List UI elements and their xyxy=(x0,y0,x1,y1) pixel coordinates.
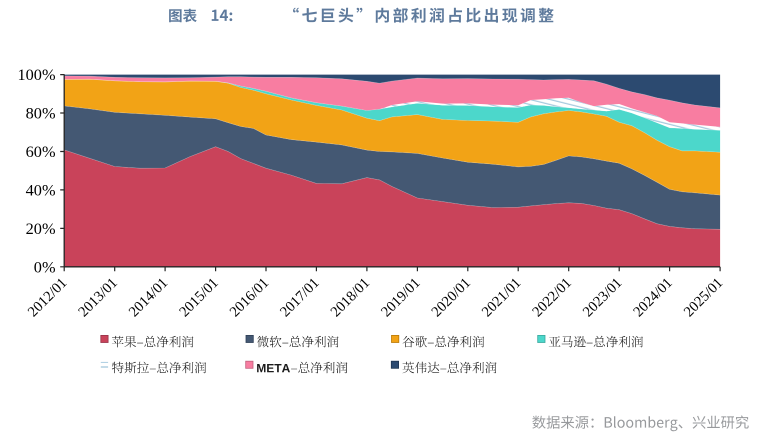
svg-text:60%: 60% xyxy=(26,142,56,161)
svg-text:40%: 40% xyxy=(26,180,56,199)
svg-text:20%: 20% xyxy=(26,219,56,238)
svg-text:80%: 80% xyxy=(26,104,56,123)
svg-text:100%: 100% xyxy=(18,65,56,84)
svg-text:0%: 0% xyxy=(34,257,56,276)
